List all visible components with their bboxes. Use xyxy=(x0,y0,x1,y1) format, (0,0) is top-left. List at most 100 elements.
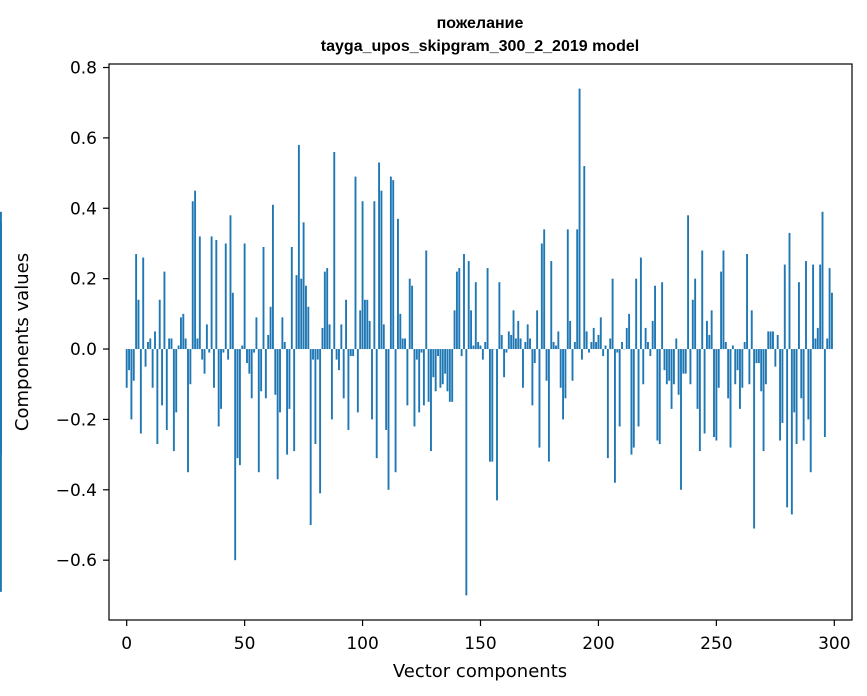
bar xyxy=(731,345,734,350)
bar xyxy=(488,349,491,462)
bar xyxy=(415,349,418,360)
bar xyxy=(345,299,347,350)
bar xyxy=(154,331,156,350)
bar xyxy=(790,349,793,515)
bar xyxy=(217,349,220,427)
bar xyxy=(389,176,392,350)
bar xyxy=(526,324,529,350)
bar xyxy=(128,349,130,371)
bar xyxy=(163,271,166,350)
bar-series xyxy=(0,88,833,596)
bar xyxy=(293,349,296,452)
bar xyxy=(144,349,147,367)
bar xyxy=(222,349,225,353)
bar xyxy=(319,349,322,494)
y-tick-label: −0.6 xyxy=(56,551,97,571)
chart-title-line-1: пожелание xyxy=(437,15,524,32)
bar xyxy=(512,310,515,350)
bar xyxy=(668,349,671,381)
bar xyxy=(269,306,272,350)
bar xyxy=(479,345,482,350)
bar xyxy=(531,349,534,406)
bar xyxy=(599,317,602,350)
bar xyxy=(434,349,437,392)
bar xyxy=(760,349,763,392)
plot-frame xyxy=(108,63,853,621)
bar xyxy=(484,342,487,350)
bar xyxy=(807,349,810,420)
bar xyxy=(309,349,312,525)
bar xyxy=(458,268,461,350)
bar xyxy=(597,334,600,350)
bar xyxy=(616,349,619,353)
bar xyxy=(590,342,593,350)
bar xyxy=(658,349,661,445)
bar xyxy=(215,239,218,350)
bar xyxy=(609,338,612,350)
bar xyxy=(748,349,751,385)
bar xyxy=(288,349,291,409)
bar xyxy=(203,349,206,374)
bar xyxy=(802,349,805,441)
bar xyxy=(651,320,654,350)
bar xyxy=(253,349,256,353)
bar xyxy=(781,349,784,423)
bar xyxy=(0,349,2,592)
bar xyxy=(305,285,307,350)
bar xyxy=(165,349,168,430)
bar xyxy=(392,180,395,350)
bar xyxy=(524,342,527,350)
bar xyxy=(701,250,704,350)
bar xyxy=(441,349,444,385)
bar xyxy=(359,310,362,350)
bar xyxy=(557,331,560,350)
x-tick-label: 50 xyxy=(234,634,256,654)
bar xyxy=(503,349,506,378)
bar xyxy=(314,349,317,445)
bar xyxy=(713,349,715,438)
bar xyxy=(500,334,503,350)
bar xyxy=(663,349,666,371)
bar xyxy=(401,338,404,350)
bar xyxy=(378,162,381,350)
bar xyxy=(510,334,513,350)
bar xyxy=(637,349,640,427)
bar xyxy=(385,349,388,430)
bar xyxy=(248,349,251,374)
bar xyxy=(463,254,465,350)
bar xyxy=(710,310,713,350)
bar xyxy=(559,349,562,388)
bar xyxy=(267,334,270,350)
bar xyxy=(684,349,687,374)
bar xyxy=(571,349,574,381)
bar xyxy=(793,349,796,413)
bar xyxy=(227,349,230,360)
x-tick-label: 250 xyxy=(700,634,732,654)
bar xyxy=(507,331,510,350)
bar xyxy=(472,345,475,350)
bar xyxy=(137,299,140,350)
bar xyxy=(519,338,522,350)
bar xyxy=(151,349,154,388)
bar xyxy=(177,345,180,350)
bar xyxy=(411,285,414,350)
bar xyxy=(819,264,822,350)
bar xyxy=(361,201,364,350)
bar xyxy=(363,299,366,350)
bar xyxy=(375,349,378,459)
bar xyxy=(210,236,213,350)
bar xyxy=(460,349,463,357)
bar xyxy=(142,257,145,350)
bar xyxy=(191,201,194,350)
bar xyxy=(656,349,659,441)
bar xyxy=(234,349,237,561)
bar xyxy=(814,338,817,350)
bar xyxy=(661,282,664,350)
bar xyxy=(453,310,456,350)
bar xyxy=(446,349,449,392)
bar xyxy=(517,320,520,350)
bar xyxy=(448,349,451,402)
bar xyxy=(682,349,685,374)
bar xyxy=(474,282,477,350)
y-tick-label: −0.2 xyxy=(56,410,97,430)
